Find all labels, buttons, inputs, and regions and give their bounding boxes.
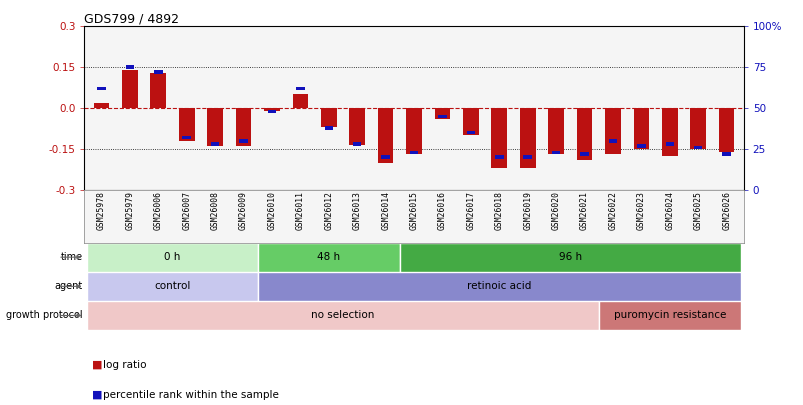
Text: GSM26011: GSM26011 — [296, 191, 304, 230]
Text: GSM26007: GSM26007 — [182, 191, 191, 230]
Bar — [399, 243, 740, 272]
Bar — [88, 272, 258, 301]
Text: GSM25978: GSM25978 — [97, 191, 106, 230]
Bar — [150, 72, 166, 108]
Text: control: control — [154, 281, 190, 291]
Text: GSM26025: GSM26025 — [693, 191, 702, 230]
Text: GDS799 / 4892: GDS799 / 4892 — [84, 12, 179, 25]
Bar — [410, 151, 418, 154]
Text: GSM26006: GSM26006 — [153, 191, 162, 230]
Bar — [239, 139, 247, 143]
Bar — [182, 136, 191, 139]
Bar — [608, 139, 617, 143]
Text: GSM26026: GSM26026 — [721, 191, 730, 230]
Bar — [235, 108, 251, 146]
Text: ■: ■ — [92, 360, 103, 369]
Text: GSM26013: GSM26013 — [353, 191, 361, 230]
Bar — [434, 108, 450, 119]
Bar — [296, 87, 304, 90]
Text: 96 h: 96 h — [558, 252, 581, 262]
Text: log ratio: log ratio — [103, 360, 146, 369]
Bar — [523, 156, 532, 159]
Bar — [491, 108, 507, 168]
Bar — [466, 131, 475, 134]
Text: ■: ■ — [92, 390, 103, 400]
Text: 48 h: 48 h — [317, 252, 340, 262]
Text: GSM25979: GSM25979 — [125, 191, 134, 230]
Bar — [718, 108, 734, 152]
Text: GSM26017: GSM26017 — [466, 191, 475, 230]
Bar — [551, 151, 560, 154]
Bar — [633, 108, 648, 149]
Bar — [210, 143, 219, 146]
Bar — [349, 108, 365, 145]
Text: GSM26022: GSM26022 — [608, 191, 617, 230]
Bar — [292, 94, 308, 108]
Bar — [576, 108, 592, 160]
Text: GSM26012: GSM26012 — [324, 191, 333, 230]
Text: GSM26021: GSM26021 — [579, 191, 589, 230]
Bar — [258, 272, 740, 301]
Bar — [463, 108, 478, 135]
Text: GSM26024: GSM26024 — [665, 191, 674, 230]
Bar — [320, 108, 336, 127]
Text: GSM26014: GSM26014 — [381, 191, 389, 230]
Bar — [154, 70, 162, 74]
Bar — [690, 108, 705, 149]
Bar — [438, 115, 446, 118]
Bar — [605, 108, 620, 154]
Text: 0 h: 0 h — [164, 252, 181, 262]
Bar — [580, 152, 588, 156]
Bar — [125, 66, 134, 69]
Text: GSM26019: GSM26019 — [523, 191, 532, 230]
Bar — [353, 143, 361, 146]
Bar — [267, 110, 276, 113]
Bar — [381, 156, 389, 159]
Text: GSM26009: GSM26009 — [238, 191, 248, 230]
Bar — [93, 103, 109, 108]
Text: GSM26023: GSM26023 — [636, 191, 645, 230]
Bar — [97, 87, 106, 90]
Text: percentile rank within the sample: percentile rank within the sample — [103, 390, 279, 400]
Text: agent: agent — [55, 281, 83, 291]
Text: retinoic acid: retinoic acid — [467, 281, 531, 291]
Text: GSM26020: GSM26020 — [551, 191, 560, 230]
Bar — [406, 108, 422, 154]
Bar — [661, 108, 677, 156]
Bar — [548, 108, 563, 154]
Text: growth protocol: growth protocol — [6, 311, 83, 320]
Bar — [377, 108, 393, 163]
Bar — [520, 108, 535, 168]
Bar — [598, 301, 740, 330]
Text: puromycin resistance: puromycin resistance — [613, 311, 725, 320]
Bar — [207, 108, 222, 146]
Text: GSM26010: GSM26010 — [267, 191, 276, 230]
Bar — [264, 108, 279, 111]
Bar — [88, 301, 598, 330]
Bar — [495, 156, 503, 159]
Bar — [636, 144, 645, 147]
Text: GSM26018: GSM26018 — [494, 191, 503, 230]
Text: GSM26008: GSM26008 — [210, 191, 219, 230]
Bar — [721, 152, 730, 156]
Bar — [122, 70, 137, 108]
Text: GSM26016: GSM26016 — [438, 191, 446, 230]
Text: no selection: no selection — [311, 311, 374, 320]
Bar — [258, 243, 399, 272]
Bar — [324, 126, 332, 130]
Text: GSM26015: GSM26015 — [409, 191, 418, 230]
Bar — [88, 243, 258, 272]
Bar — [665, 143, 673, 146]
Bar — [693, 146, 702, 149]
Text: time: time — [61, 252, 83, 262]
Bar — [179, 108, 194, 141]
